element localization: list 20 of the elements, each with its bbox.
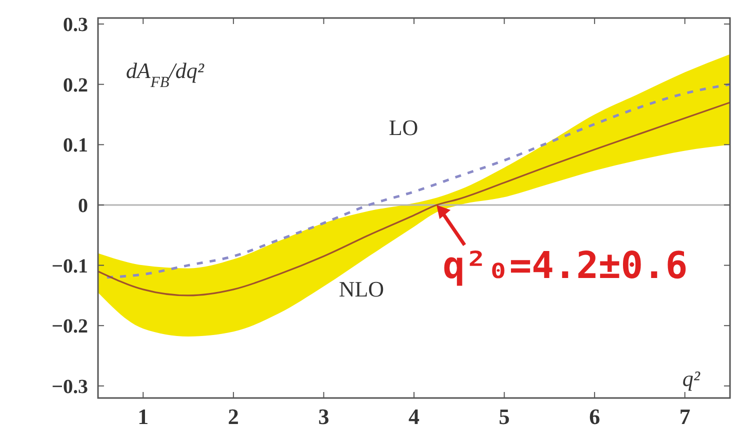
y-tick-label: 0.1 <box>63 134 88 157</box>
annotation: q²₀=4.2±0.6 <box>442 244 688 287</box>
x-tick-label: 1 <box>138 404 149 429</box>
y-tick-label: −0.1 <box>52 255 88 278</box>
y-tick-label: 0.2 <box>63 74 88 96</box>
x-tick-label: 7 <box>679 404 690 429</box>
y-axis-title: dA$_{FB}$/dq² <box>126 58 204 90</box>
x-tick-label: 6 <box>589 404 600 429</box>
x-axis-title: q² <box>682 366 700 391</box>
y-tick-label: −0.3 <box>52 376 88 398</box>
x-tick-label: 5 <box>498 404 510 429</box>
y-tick-label: 0.3 <box>63 14 88 36</box>
line-series <box>98 102 730 296</box>
x-tick-label: 4 <box>408 404 420 429</box>
y-tick-label: 0 <box>78 194 88 217</box>
x-tick-label: 3 <box>318 404 330 429</box>
text: LO <box>388 114 418 140</box>
x-tick-label: 2 <box>228 404 239 429</box>
y-tick-label: −0.2 <box>52 316 88 338</box>
series-label: NLO <box>338 276 384 302</box>
